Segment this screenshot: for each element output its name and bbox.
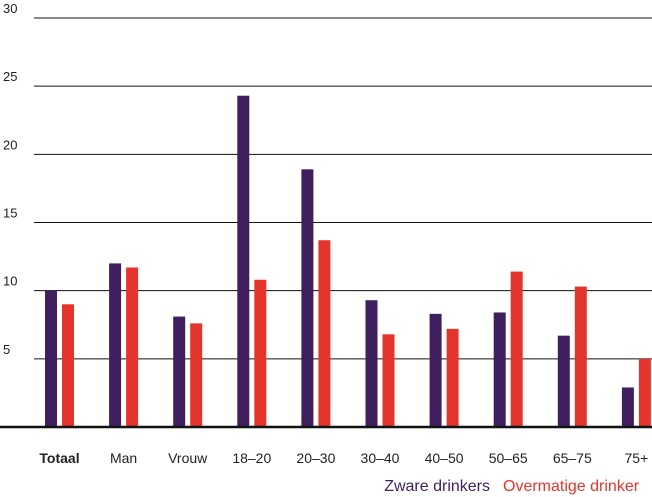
x-tick-label: 20–30 bbox=[296, 450, 335, 466]
x-tick-label: Man bbox=[110, 450, 137, 466]
y-tick-label: 5 bbox=[3, 342, 10, 357]
x-tick-label: 65–75 bbox=[553, 450, 592, 466]
bar-overmatige-drinker bbox=[62, 304, 74, 427]
legend-overmatige-drinker: Overmatige drinker bbox=[503, 478, 640, 495]
bar-overmatige-drinker bbox=[446, 328, 459, 427]
bar-zware-drinkers bbox=[301, 169, 314, 427]
x-tick-label: 75+ bbox=[625, 450, 649, 466]
x-tick-label: 18–20 bbox=[232, 450, 271, 466]
y-tick-label: 30 bbox=[3, 1, 17, 16]
bar-overmatige-drinker bbox=[254, 279, 267, 427]
bar-overmatige-drinker bbox=[638, 358, 651, 427]
bar-zware-drinkers bbox=[557, 335, 570, 427]
x-tick-label: Vrouw bbox=[168, 450, 208, 466]
bar-zware-drinkers bbox=[173, 316, 186, 427]
bar-zware-drinkers bbox=[493, 312, 506, 427]
bar-zware-drinkers bbox=[429, 313, 442, 427]
bar-overmatige-drinker bbox=[574, 286, 587, 427]
x-tick-label: Totaal bbox=[39, 450, 79, 466]
bar-overmatige-drinker bbox=[126, 267, 139, 427]
y-tick-label: 20 bbox=[3, 137, 17, 152]
legend-zware-drinkers: Zware drinkers bbox=[384, 478, 490, 495]
y-tick-label: 15 bbox=[3, 206, 17, 221]
bar-zware-drinkers bbox=[365, 300, 378, 427]
bar-zware-drinkers bbox=[621, 387, 634, 427]
bar-overmatige-drinker bbox=[510, 271, 523, 427]
x-tick-label: 50–65 bbox=[489, 450, 528, 466]
bar-overmatige-drinker bbox=[318, 240, 331, 427]
bar-zware-drinkers bbox=[237, 95, 250, 428]
bar-overmatige-drinker bbox=[190, 323, 203, 427]
bar-overmatige-drinker bbox=[382, 334, 395, 427]
bar-zware-drinkers bbox=[45, 290, 57, 427]
y-tick-label: 25 bbox=[3, 69, 17, 84]
y-tick-label: 10 bbox=[3, 274, 17, 289]
x-tick-label: 40–50 bbox=[425, 450, 464, 466]
bar-zware-drinkers bbox=[109, 263, 122, 427]
x-tick-label: 30–40 bbox=[361, 450, 400, 466]
